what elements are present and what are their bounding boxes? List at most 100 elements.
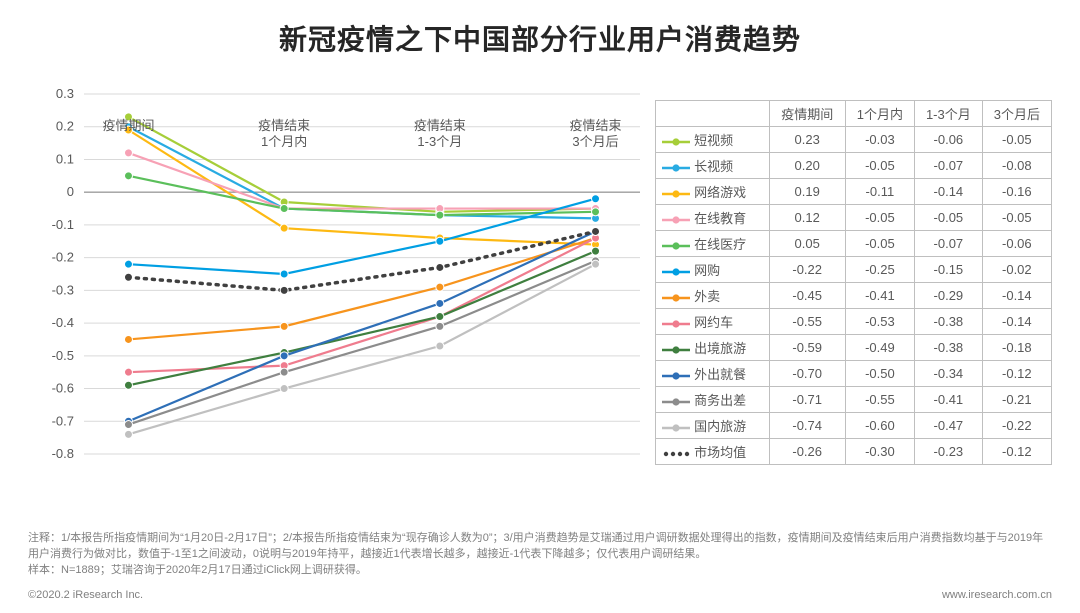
table-cell: 0.19	[769, 179, 845, 205]
table-cell: 0.23	[769, 127, 845, 153]
svg-text:0.2: 0.2	[56, 119, 74, 134]
table-cell: -0.21	[982, 387, 1051, 413]
table-row: 市场均值-0.26-0.30-0.23-0.12	[656, 439, 1052, 465]
table-cell: -0.47	[915, 413, 983, 439]
table-row: 网约车-0.55-0.53-0.38-0.14	[656, 309, 1052, 335]
table-cell: -0.60	[845, 413, 914, 439]
table-cell: -0.16	[982, 179, 1051, 205]
table-cell: -0.12	[982, 439, 1051, 465]
table-row: 长视频0.20-0.05-0.07-0.08	[656, 153, 1052, 179]
table-cell: -0.70	[769, 361, 845, 387]
table-cell: 0.20	[769, 153, 845, 179]
table-cell: -0.14	[915, 179, 983, 205]
legend-swatch-icon	[662, 163, 690, 173]
legend-swatch-icon	[662, 215, 690, 225]
x-axis-label: 疫情结束 1个月内	[239, 118, 329, 151]
svg-text:-0.7: -0.7	[52, 413, 74, 428]
table-cell: -0.22	[769, 257, 845, 283]
table-cell: -0.55	[845, 387, 914, 413]
table-cell: -0.05	[982, 127, 1051, 153]
data-table: 疫情期间1个月内1-3个月3个月后短视频0.23-0.03-0.06-0.05长…	[655, 100, 1052, 465]
table-cell: -0.02	[982, 257, 1051, 283]
legend-swatch-icon	[662, 449, 690, 459]
table-row: 短视频0.23-0.03-0.06-0.05	[656, 127, 1052, 153]
footnotes: 注释：1/本报告所指疫情期间为“1月20日-2月17日”；2/本报告所指疫情结束…	[28, 531, 1052, 579]
footnote-2: 样本：N=1889；艾瑞咨询于2020年2月17日通过iClick网上调研获得。	[28, 563, 1052, 579]
table-row: 在线教育0.12-0.05-0.05-0.05	[656, 205, 1052, 231]
svg-text:-0.1: -0.1	[52, 217, 74, 232]
svg-text:0.3: 0.3	[56, 86, 74, 101]
table-cell: -0.06	[915, 127, 983, 153]
table-cell: -0.11	[845, 179, 914, 205]
series-label: 外出就餐	[656, 361, 770, 387]
table-cell: -0.14	[982, 283, 1051, 309]
legend-swatch-icon	[662, 345, 690, 355]
table-cell: -0.18	[982, 335, 1051, 361]
legend-swatch-icon	[662, 267, 690, 277]
website-url: www.iresearch.com.cn	[942, 589, 1052, 601]
series-label: 网约车	[656, 309, 770, 335]
table-cell: -0.22	[982, 413, 1051, 439]
series-label: 国内旅游	[656, 413, 770, 439]
table-cell: -0.59	[769, 335, 845, 361]
svg-text:0: 0	[67, 184, 74, 199]
table-cell: -0.74	[769, 413, 845, 439]
chart-title: 新冠疫情之下中国部分行业用户消费趋势	[28, 18, 1052, 58]
table-row: 外卖-0.45-0.41-0.29-0.14	[656, 283, 1052, 309]
table-cell: -0.55	[769, 309, 845, 335]
table-cell: -0.23	[915, 439, 983, 465]
table-cell: 0.05	[769, 231, 845, 257]
table-header: 1-3个月	[915, 101, 983, 127]
table-cell: -0.03	[845, 127, 914, 153]
table-cell: -0.41	[915, 387, 983, 413]
series-label: 短视频	[656, 127, 770, 153]
table-cell: -0.05	[845, 205, 914, 231]
x-axis-label: 疫情期间	[83, 118, 173, 134]
series-label: 市场均值	[656, 439, 770, 465]
svg-text:0.1: 0.1	[56, 151, 74, 166]
table-cell: -0.26	[769, 439, 845, 465]
table-cell: -0.49	[845, 335, 914, 361]
series-label: 在线教育	[656, 205, 770, 231]
table-row: 在线医疗0.05-0.05-0.07-0.06	[656, 231, 1052, 257]
table-cell: -0.25	[845, 257, 914, 283]
table-header: 疫情期间	[769, 101, 845, 127]
svg-text:-0.5: -0.5	[52, 348, 74, 363]
legend-swatch-icon	[662, 423, 690, 433]
series-label: 外卖	[656, 283, 770, 309]
series-label: 长视频	[656, 153, 770, 179]
svg-text:-0.6: -0.6	[52, 381, 74, 396]
table-row: 商务出差-0.71-0.55-0.41-0.21	[656, 387, 1052, 413]
table-cell: -0.14	[982, 309, 1051, 335]
legend-swatch-icon	[662, 293, 690, 303]
table-cell: -0.38	[915, 335, 983, 361]
legend-swatch-icon	[662, 241, 690, 251]
table-cell: -0.53	[845, 309, 914, 335]
x-axis-label: 疫情结束 3个月后	[551, 118, 641, 151]
table-cell: -0.12	[982, 361, 1051, 387]
table-cell: -0.15	[915, 257, 983, 283]
table-cell: -0.50	[845, 361, 914, 387]
legend-swatch-icon	[662, 319, 690, 329]
legend-swatch-icon	[662, 189, 690, 199]
series-label: 网络游戏	[656, 179, 770, 205]
table-cell: -0.07	[915, 231, 983, 257]
x-axis-label: 疫情结束 1-3个月	[395, 118, 485, 151]
table-cell: -0.71	[769, 387, 845, 413]
table-cell: -0.38	[915, 309, 983, 335]
table-cell: -0.08	[982, 153, 1051, 179]
table-cell: -0.45	[769, 283, 845, 309]
table-cell: -0.05	[845, 231, 914, 257]
copyright: ©2020.2 iResearch Inc.	[28, 589, 143, 601]
table-row: 出境旅游-0.59-0.49-0.38-0.18	[656, 335, 1052, 361]
table-row: 国内旅游-0.74-0.60-0.47-0.22	[656, 413, 1052, 439]
series-label: 网购	[656, 257, 770, 283]
table-row: 网购-0.22-0.25-0.15-0.02	[656, 257, 1052, 283]
svg-text:-0.3: -0.3	[52, 282, 74, 297]
series-label: 商务出差	[656, 387, 770, 413]
line-chart: -0.8-0.7-0.6-0.5-0.4-0.3-0.2-0.100.10.20…	[28, 64, 643, 484]
table-cell: -0.06	[982, 231, 1051, 257]
table-cell: -0.41	[845, 283, 914, 309]
table-header: 3个月后	[982, 101, 1051, 127]
table-cell: -0.07	[915, 153, 983, 179]
